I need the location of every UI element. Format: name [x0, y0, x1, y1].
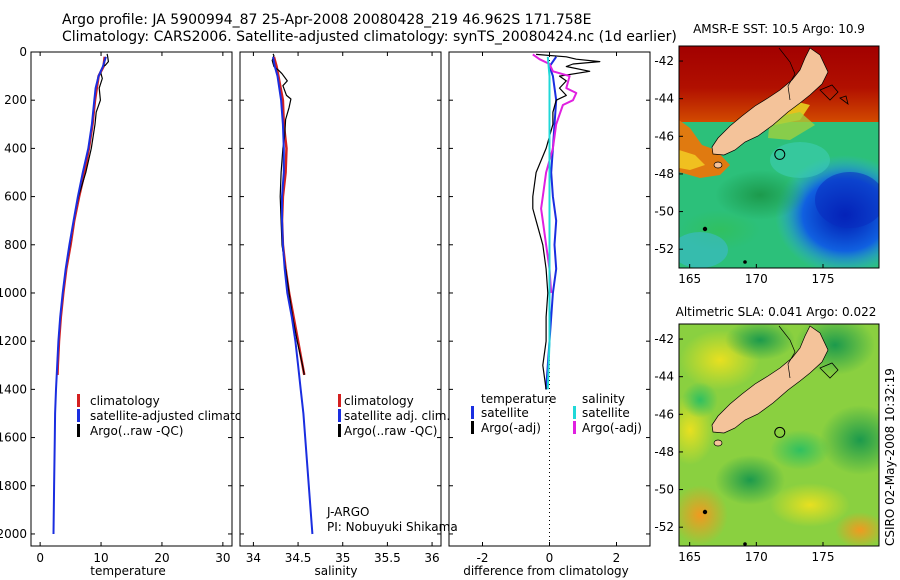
map-ytick-label: -44: [654, 92, 674, 106]
legend-swatch-diff-t-satellite: [471, 406, 474, 419]
xtick-label: 35.5: [374, 551, 401, 565]
legend-swatch-diff-s-argo: [573, 421, 576, 434]
ytick-label: 800: [4, 238, 27, 252]
sla-map-field: [679, 324, 879, 546]
map-ytick-label: -46: [654, 407, 674, 421]
figure-title-line1: Argo profile: JA 5900994_87 25-Apr-2008 …: [62, 12, 591, 28]
legend-swatch-satellite-adjusted: [77, 409, 80, 422]
salinity-axes-box: [239, 51, 442, 547]
legend-label-diff-s-argo: Argo(-adj): [582, 421, 642, 435]
legend-label-sal-argo: Argo(..raw -QC): [344, 424, 437, 438]
sla-map-new-zealand: [711, 325, 829, 434]
legend-label-satellite-adjusted: satellite-adjusted climatology: [90, 409, 268, 423]
map-xtick-label: 175: [812, 550, 835, 564]
xtick-label: -2: [477, 551, 489, 565]
difference-xlabel: difference from climatology: [463, 564, 629, 578]
map-ytick-label: -42: [654, 332, 674, 346]
legend-label-climatology: climatology: [90, 394, 160, 408]
sla-map-float-marker: [774, 426, 786, 438]
xtick-label: 2: [613, 551, 621, 565]
ytick-label: 1200: [0, 334, 27, 348]
legend-swatch-diff-s-satellite: [573, 406, 576, 419]
sst-map-new-zealand: [711, 47, 829, 156]
map-ytick-label: -42: [654, 54, 674, 68]
difference-series-salinity-argo-adj: [532, 53, 578, 294]
xtick-label: 0: [546, 551, 554, 565]
legend-label-sal-climatology: climatology: [344, 394, 414, 408]
map-xtick-label: 170: [745, 550, 768, 564]
legend-header-temperature: temperature: [481, 392, 556, 406]
sst-map-frame: [678, 45, 880, 269]
legend-header-salinity: salinity: [582, 392, 625, 406]
map-ytick-label: -46: [654, 129, 674, 143]
temperature-series-satellite-adjusted-climatology: [52, 56, 107, 535]
sst-map-float-marker: [774, 148, 786, 160]
legend-label-diff-t-argo: Argo(-adj): [481, 421, 541, 435]
legend-swatch-argo: [77, 424, 80, 437]
difference-series-salinity-satellite: [546, 56, 551, 390]
ytick-label: 1400: [0, 382, 27, 396]
map-ytick-label: -52: [654, 520, 674, 534]
xtick-label: 0: [36, 551, 44, 565]
ytick-label: 1000: [0, 286, 27, 300]
xtick-label: 34.5: [285, 551, 312, 565]
map-ytick-label: -44: [654, 370, 674, 384]
xtick-label: 20: [154, 551, 169, 565]
legend-label-argo: Argo(..raw -QC): [90, 424, 183, 438]
xtick-label: 35: [335, 551, 350, 565]
temperature-panel: 0 200 400 600 800 1000 1200 1400 1600 1800 2000 0 1…: [0, 45, 268, 578]
xtick-label: 30: [215, 551, 230, 565]
map-xtick-label: 165: [678, 272, 701, 286]
ytick-label: 2000: [0, 527, 27, 541]
legend-swatch-diff-t-argo: [471, 421, 474, 434]
sla-map-frame: [678, 323, 880, 547]
legend-label-diff-s-satellite: satellite: [582, 406, 630, 420]
legend-swatch-sal-satellite: [338, 409, 341, 422]
map-ytick-label: -50: [654, 205, 674, 219]
legend-swatch-sal-argo: [338, 424, 341, 437]
map-ytick-label: -52: [654, 242, 674, 256]
salinity-series-satellite-adj-clim: [272, 56, 314, 535]
salinity-panel: 34 34.5 35 35.5 36 salinity climatology sate…: [239, 51, 450, 578]
ytick-label: 1800: [0, 479, 27, 493]
legend-swatch-sal-climatology: [338, 394, 341, 407]
xtick-label: 10: [93, 551, 108, 565]
legend-label-diff-t-satellite: satellite: [481, 406, 529, 420]
difference-series-temperature-argo-adj: [532, 53, 601, 390]
timestamp-stamp: CSIRO 02-May-2008 10:32:19: [883, 368, 897, 546]
xtick-label: 34: [246, 551, 261, 565]
ytick-label: 0: [19, 45, 27, 59]
sla-map-panel: Altimetric SLA: 0.041 Argo: 0.022 -42 -44…: [654, 305, 880, 564]
map-ytick-label: -48: [654, 167, 674, 181]
map-ytick-label: -50: [654, 483, 674, 497]
ytick-label: 400: [4, 141, 27, 155]
sst-map-panel: AMSR-E SST: 10.5 Argo: 10.9 -42-44-4: [654, 22, 880, 286]
difference-panel: -2 0 2 difference from climatology tempera…: [326, 51, 651, 578]
map-xtick-label: 175: [812, 272, 835, 286]
temperature-xlabel: temperature: [90, 564, 165, 578]
salinity-series-argo-raw-qc: [271, 53, 305, 376]
difference-legend: temperature salinity satellite Argo(-adj…: [471, 392, 642, 435]
ytick-label: 600: [4, 190, 27, 204]
xtick-label: 36: [424, 551, 439, 565]
ytick-label: 1600: [0, 431, 27, 445]
ytick-label: 200: [4, 93, 27, 107]
sst-map-title: AMSR-E SST: 10.5 Argo: 10.9: [693, 22, 865, 36]
sla-map-title: Altimetric SLA: 0.041 Argo: 0.022: [676, 305, 877, 319]
temperature-legend: climatology satellite-adjusted climatolo…: [77, 394, 268, 438]
legend-label-sal-satellite: satellite adj. clim.: [344, 409, 450, 423]
figure-title-line2: Climatology: CARS2006. Satellite-adjuste…: [62, 29, 677, 45]
sst-map-field: [679, 46, 879, 268]
float-pi-label: PI: Nobuyuki Shikama: [327, 520, 458, 534]
map-xtick-label: 170: [745, 272, 768, 286]
temperature-axes-box: [30, 51, 233, 547]
legend-swatch-climatology: [77, 394, 80, 407]
salinity-legend: climatology satellite adj. clim. Argo(..…: [338, 394, 450, 438]
float-program-label: J-ARGO: [326, 505, 369, 519]
map-xtick-label: 165: [678, 550, 701, 564]
salinity-xlabel: salinity: [314, 564, 357, 578]
map-ytick-label: -48: [654, 445, 674, 459]
